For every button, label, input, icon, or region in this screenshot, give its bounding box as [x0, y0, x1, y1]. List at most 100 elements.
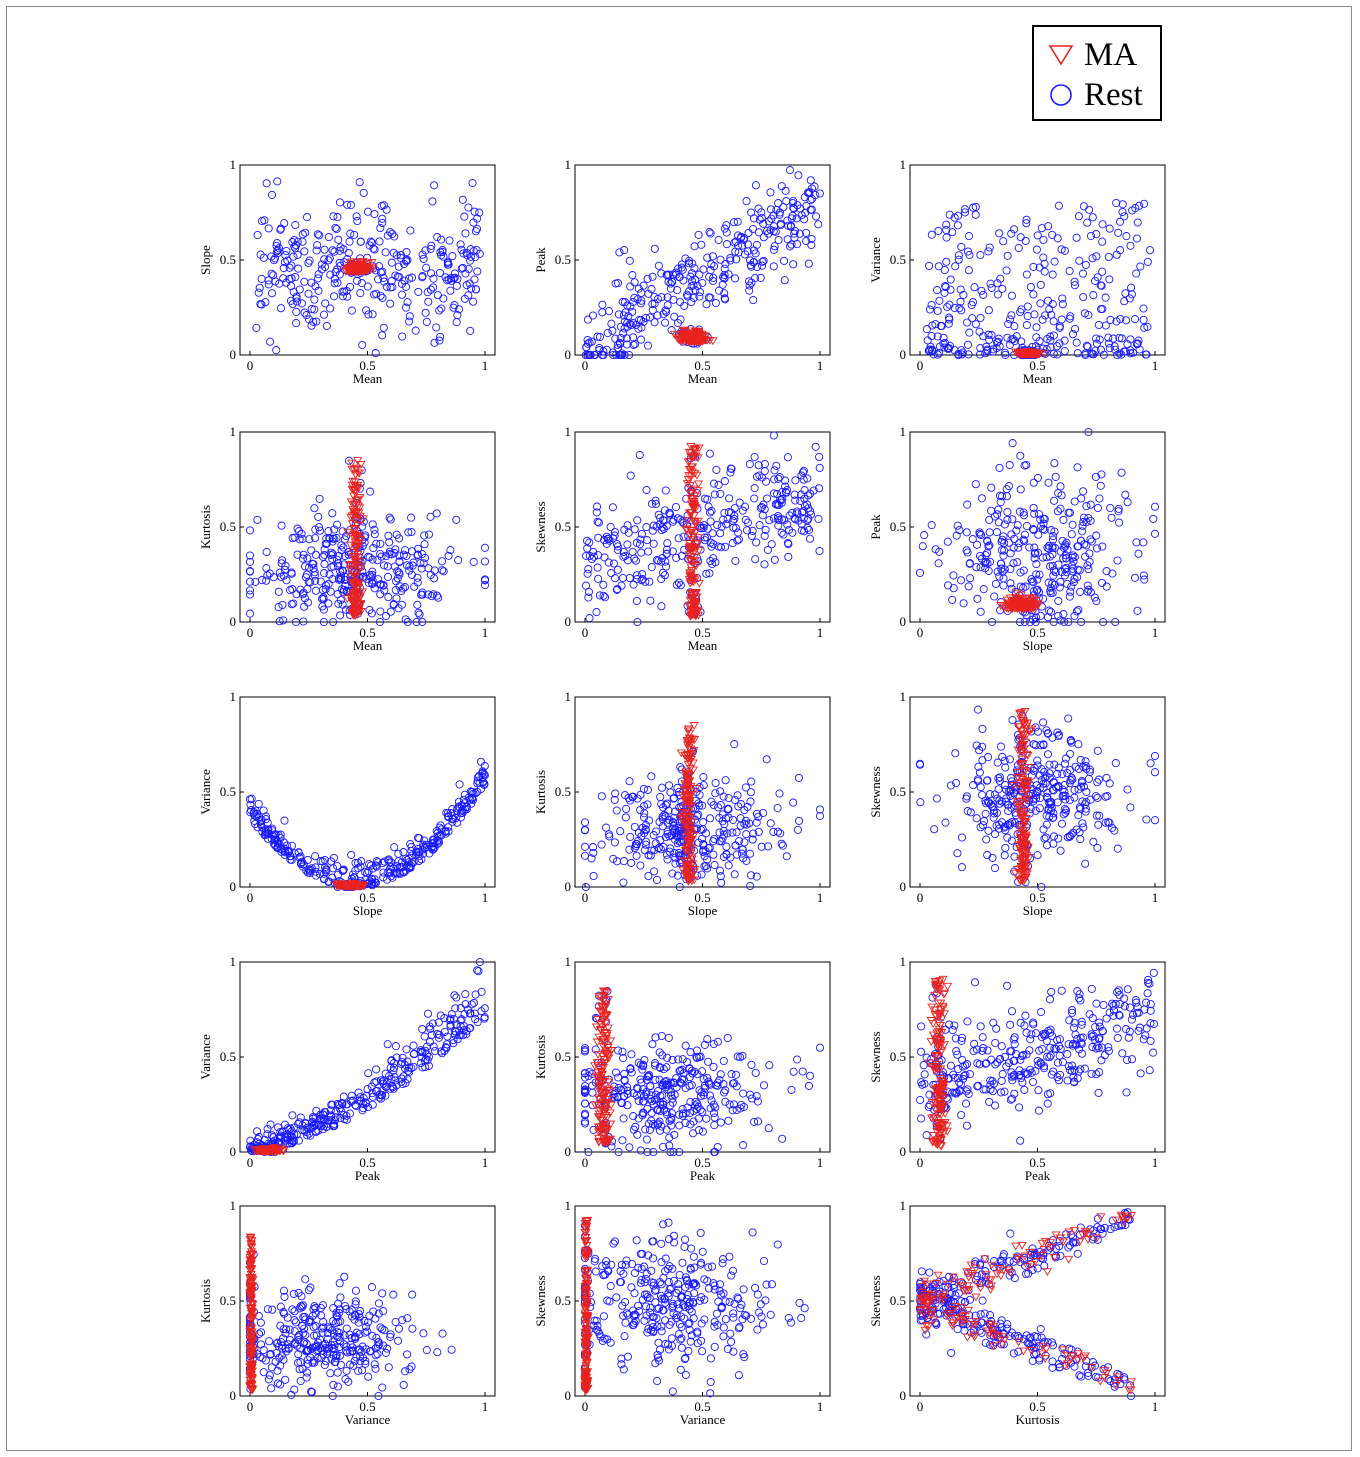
rest-point — [1044, 478, 1053, 487]
y-tick-label: 1 — [230, 157, 237, 172]
rest-point — [927, 346, 937, 355]
x-tick-label: 0.5 — [359, 625, 375, 640]
rest-point — [397, 279, 407, 288]
ma-point — [689, 605, 699, 613]
rest-point — [322, 534, 331, 543]
rest-point — [606, 522, 615, 532]
ma-point — [1008, 598, 1018, 607]
rest-point — [298, 554, 308, 563]
x-tick-label: 1 — [817, 358, 824, 373]
rest-point — [1013, 521, 1022, 530]
rest-point — [731, 247, 740, 256]
rest-point — [1067, 582, 1076, 591]
ma-point — [692, 471, 702, 480]
rest-point — [411, 326, 420, 335]
rest-point — [1054, 611, 1063, 620]
rest-point — [790, 226, 799, 235]
rest-point — [1032, 323, 1041, 332]
rest-point — [1039, 235, 1048, 244]
rest-point — [280, 565, 289, 574]
ma-point — [355, 535, 365, 544]
rest-point — [257, 216, 267, 226]
rest-point — [1072, 233, 1081, 242]
rest-point — [1064, 508, 1073, 517]
rest-point — [1062, 538, 1071, 547]
rest-point — [788, 211, 797, 220]
rest-point — [300, 602, 309, 611]
rest-point — [1083, 342, 1092, 351]
rest-point — [594, 533, 603, 542]
rest-point — [689, 293, 698, 302]
x-axis-label: Slope — [688, 903, 718, 918]
rest-point — [320, 245, 329, 254]
rest-point — [464, 203, 473, 212]
rest-point — [385, 538, 394, 547]
rest-point — [1098, 267, 1107, 276]
rest-point — [799, 466, 808, 475]
rest-point — [388, 229, 397, 238]
rest-point — [586, 350, 595, 360]
rest-point — [610, 574, 620, 583]
rest-point — [1085, 205, 1094, 214]
rest-point — [984, 306, 993, 315]
rest-point — [1092, 544, 1102, 553]
rest-point — [927, 331, 936, 341]
ma-point — [345, 565, 355, 574]
rest-point — [403, 256, 412, 265]
rest-point — [636, 299, 645, 308]
rest-point — [617, 581, 626, 590]
x-axis-label: Mean — [688, 638, 718, 653]
rest-point — [954, 211, 963, 220]
rest-point — [378, 331, 387, 340]
rest-point — [452, 318, 461, 327]
ma-point — [348, 553, 358, 562]
rest-point — [1001, 350, 1010, 359]
rest-point — [1086, 516, 1095, 525]
rest-point — [983, 537, 992, 546]
rest-point — [245, 577, 255, 586]
rest-point — [1010, 225, 1019, 234]
rest-point — [439, 294, 448, 303]
rest-point — [720, 477, 729, 486]
ma-point — [691, 334, 701, 343]
rest-point — [784, 540, 793, 549]
rest-point — [613, 279, 623, 288]
ma-point — [1028, 601, 1038, 610]
rest-point — [1005, 538, 1014, 547]
rest-point — [965, 328, 974, 337]
rest-point — [344, 248, 353, 258]
rest-point — [957, 242, 966, 251]
rest-point — [949, 571, 958, 580]
rest-point — [317, 260, 326, 269]
rest-point — [1095, 494, 1104, 503]
rest-point — [1066, 312, 1075, 321]
ma-point — [355, 493, 365, 502]
rest-point — [999, 237, 1008, 246]
rest-point — [333, 213, 342, 222]
rest-point — [1035, 263, 1044, 272]
rest-point — [346, 229, 355, 238]
ma-point — [1024, 599, 1034, 608]
ma-point — [1011, 348, 1021, 357]
rest-point — [728, 516, 737, 525]
rest-point — [1112, 250, 1121, 259]
rest-point — [1117, 468, 1126, 477]
rest-point — [656, 513, 665, 522]
rest-point — [378, 214, 387, 223]
ma-point — [347, 520, 357, 529]
ma-point — [350, 542, 360, 551]
rest-point — [743, 247, 752, 256]
rest-point — [327, 548, 336, 557]
rest-point — [1039, 594, 1048, 603]
rest-point — [471, 227, 480, 236]
rest-point — [294, 527, 304, 536]
rest-point — [693, 281, 702, 290]
rest-point — [309, 317, 318, 326]
series-ma — [341, 257, 378, 276]
rest-point — [668, 517, 677, 526]
rest-point — [384, 531, 393, 540]
rest-point — [368, 576, 377, 585]
rest-point — [1050, 580, 1059, 589]
rest-point — [330, 292, 339, 301]
